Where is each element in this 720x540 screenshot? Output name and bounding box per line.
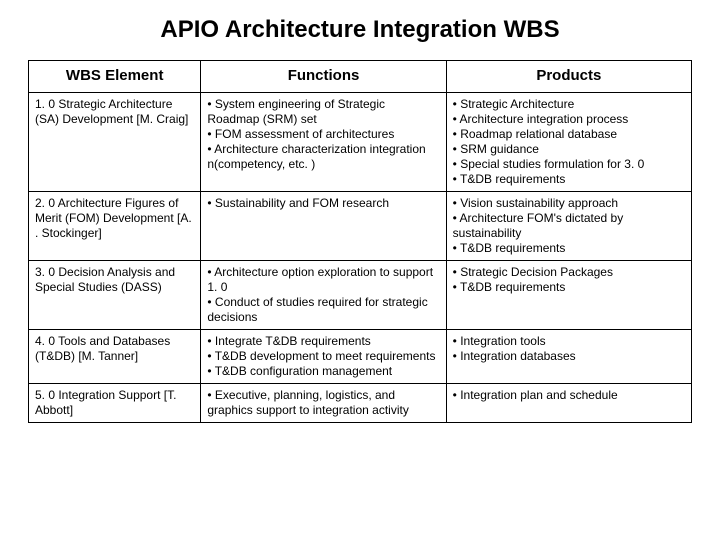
functions-cell: Executive, planning, logistics, and grap… <box>201 383 446 422</box>
product-item: Architecture integration process <box>453 112 685 127</box>
wbs-element-cell: 2. 0 Architecture Figures of Merit (FOM)… <box>29 191 201 260</box>
table-row: 4. 0 Tools and Databases (T&DB) [M. Tann… <box>29 329 692 383</box>
table-row: 1. 0 Strategic Architecture (SA) Develop… <box>29 92 692 191</box>
col-header-products: Products <box>446 61 691 93</box>
table-row: 2. 0 Architecture Figures of Merit (FOM)… <box>29 191 692 260</box>
function-item: FOM assessment of architectures <box>207 127 439 142</box>
product-item: T&DB requirements <box>453 172 685 187</box>
functions-cell: Integrate T&DB requirementsT&DB developm… <box>201 329 446 383</box>
product-item: SRM guidance <box>453 142 685 157</box>
functions-cell: System engineering of Strategic Roadmap … <box>201 92 446 191</box>
function-item: Architecture option exploration to suppo… <box>207 265 439 295</box>
products-cell: Vision sustainability approachArchitectu… <box>446 191 691 260</box>
page-title: APIO Architecture Integration WBS <box>28 16 692 44</box>
function-item: Integrate T&DB requirements <box>207 334 439 349</box>
wbs-element-cell: 5. 0 Integration Support [T. Abbott] <box>29 383 201 422</box>
wbs-table: WBS Element Functions Products 1. 0 Stra… <box>28 60 692 423</box>
product-item: Integration tools <box>453 334 685 349</box>
functions-cell: Architecture option exploration to suppo… <box>201 260 446 329</box>
functions-cell: Sustainability and FOM research <box>201 191 446 260</box>
function-item: T&DB configuration management <box>207 364 439 379</box>
function-item: System engineering of Strategic Roadmap … <box>207 97 439 127</box>
col-header-element: WBS Element <box>29 61 201 93</box>
col-header-functions: Functions <box>201 61 446 93</box>
wbs-element-cell: 4. 0 Tools and Databases (T&DB) [M. Tann… <box>29 329 201 383</box>
table-row: 5. 0 Integration Support [T. Abbott]Exec… <box>29 383 692 422</box>
product-item: Architecture FOM's dictated by sustainab… <box>453 211 685 241</box>
product-item: Roadmap relational database <box>453 127 685 142</box>
product-item: Integration databases <box>453 349 685 364</box>
product-item: Special studies formulation for 3. 0 <box>453 157 685 172</box>
function-item: Conduct of studies required for strategi… <box>207 295 439 325</box>
function-item: Sustainability and FOM research <box>207 196 439 211</box>
wbs-element-cell: 3. 0 Decision Analysis and Special Studi… <box>29 260 201 329</box>
product-item: T&DB requirements <box>453 241 685 256</box>
product-item: T&DB requirements <box>453 280 685 295</box>
table-header-row: WBS Element Functions Products <box>29 61 692 93</box>
function-item: T&DB development to meet requirements <box>207 349 439 364</box>
products-cell: Integration plan and schedule <box>446 383 691 422</box>
product-item: Strategic Decision Packages <box>453 265 685 280</box>
table-body: 1. 0 Strategic Architecture (SA) Develop… <box>29 92 692 422</box>
function-item: Architecture characterization integratio… <box>207 142 439 172</box>
products-cell: Strategic Decision PackagesT&DB requirem… <box>446 260 691 329</box>
function-item: Executive, planning, logistics, and grap… <box>207 388 439 418</box>
product-item: Vision sustainability approach <box>453 196 685 211</box>
products-cell: Integration toolsIntegration databases <box>446 329 691 383</box>
products-cell: Strategic ArchitectureArchitecture integ… <box>446 92 691 191</box>
table-row: 3. 0 Decision Analysis and Special Studi… <box>29 260 692 329</box>
product-item: Integration plan and schedule <box>453 388 685 403</box>
product-item: Strategic Architecture <box>453 97 685 112</box>
wbs-element-cell: 1. 0 Strategic Architecture (SA) Develop… <box>29 92 201 191</box>
